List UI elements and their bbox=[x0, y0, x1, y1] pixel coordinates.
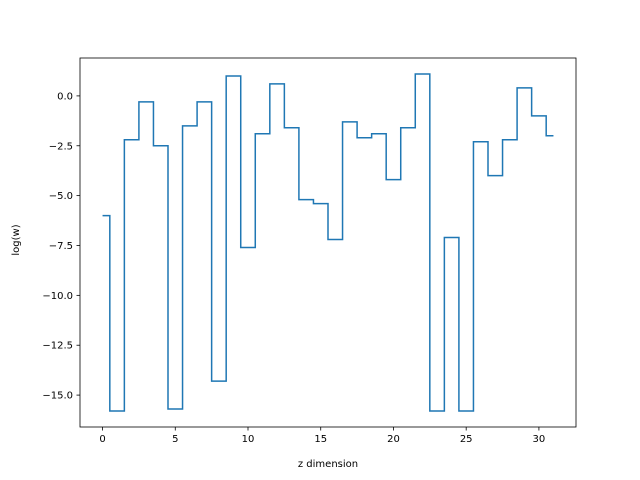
series-line-0 bbox=[102, 73, 554, 412]
y-tick-label: −12.5 bbox=[42, 341, 73, 352]
x-tick-label: 25 bbox=[460, 434, 473, 445]
x-tick-label: 0 bbox=[99, 434, 105, 445]
y-tick-label: −5.0 bbox=[49, 191, 73, 202]
x-axis: 0 5 10 15 20 25 30 bbox=[99, 427, 545, 445]
y-axis: 0.0 −2.5 −5.0 −7.5 −10.0 −12.5 −15.0 bbox=[42, 91, 80, 402]
y-axis-label: log(w) bbox=[11, 224, 22, 255]
plot-area bbox=[79, 57, 577, 428]
x-tick-label: 20 bbox=[387, 434, 400, 445]
y-tick-label: 0.0 bbox=[57, 91, 73, 102]
x-axis-label: z dimension bbox=[298, 459, 358, 470]
y-tick-label: −7.5 bbox=[49, 241, 73, 252]
axes-frame bbox=[79, 57, 577, 428]
y-tick-label: −2.5 bbox=[49, 141, 73, 152]
x-tick-label: 30 bbox=[533, 434, 546, 445]
y-tick-label: −10.0 bbox=[42, 291, 73, 302]
y-tick-label: −15.0 bbox=[42, 391, 73, 402]
x-tick-label: 5 bbox=[172, 434, 178, 445]
x-tick-label: 10 bbox=[242, 434, 255, 445]
x-tick-label: 15 bbox=[314, 434, 327, 445]
